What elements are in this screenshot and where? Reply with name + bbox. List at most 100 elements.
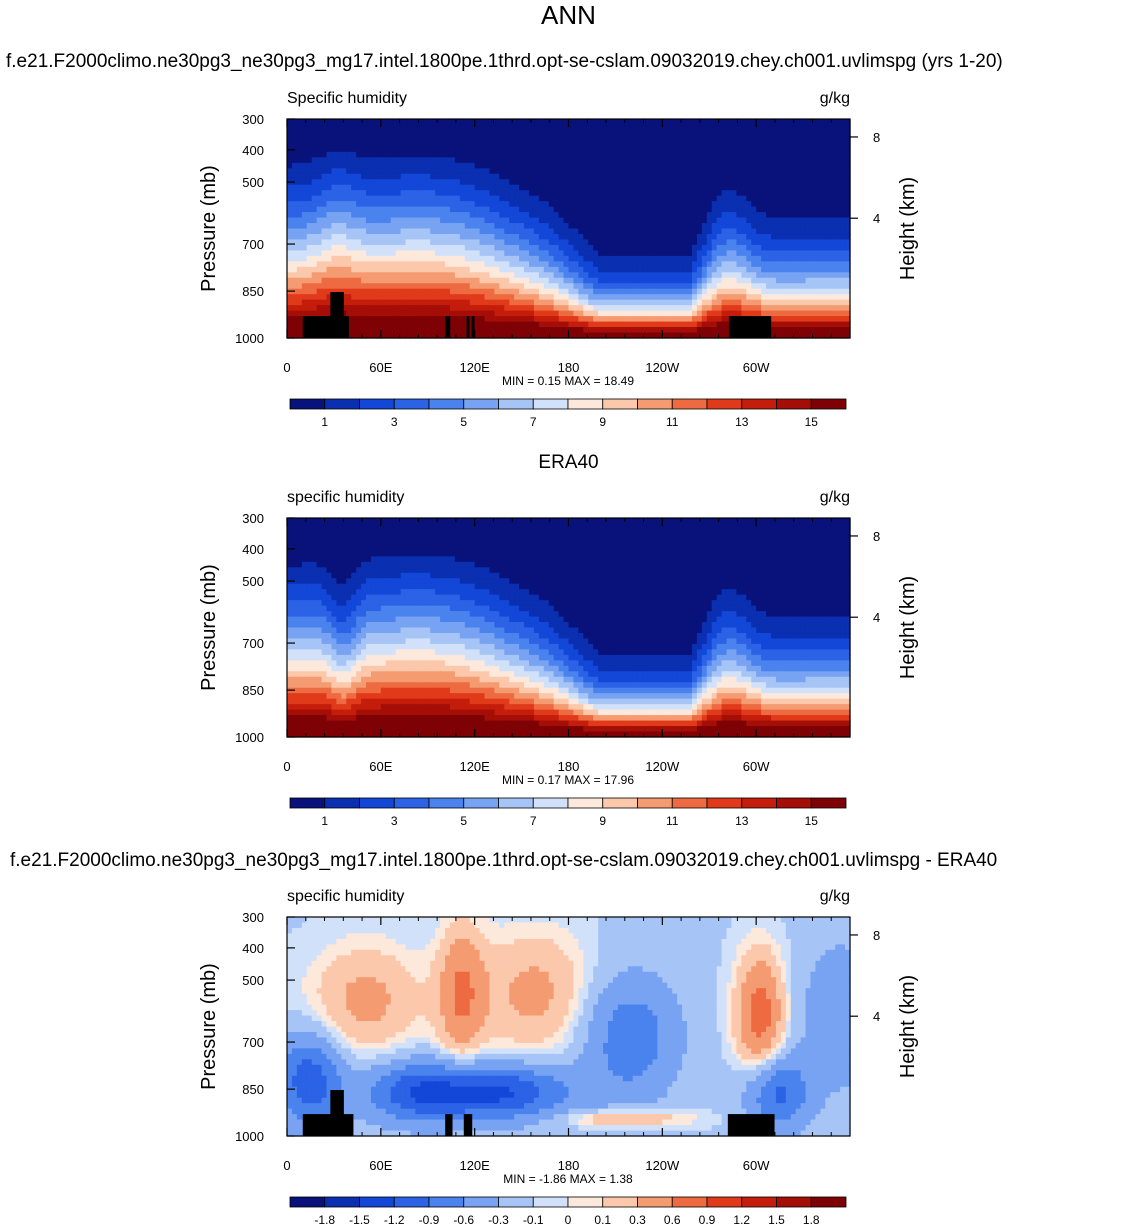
field-cell xyxy=(672,518,678,525)
field-cell xyxy=(603,168,609,175)
field-cell xyxy=(835,223,841,230)
field-cell xyxy=(494,173,500,180)
field-cell xyxy=(415,129,421,137)
field-cell xyxy=(449,244,456,251)
field-cell xyxy=(543,124,550,131)
field-cell xyxy=(519,250,525,257)
field-cell xyxy=(603,294,609,301)
field-cell xyxy=(558,140,565,147)
field-cell xyxy=(375,321,382,328)
field-cell xyxy=(331,135,337,142)
field-cell xyxy=(425,157,431,164)
field-cell xyxy=(637,321,644,328)
field-cell xyxy=(721,255,728,262)
field-cell xyxy=(845,223,851,230)
field-cell xyxy=(751,135,757,142)
field-cell xyxy=(612,528,619,536)
field-cell xyxy=(820,244,826,251)
field-cell xyxy=(603,288,609,295)
field-cell xyxy=(469,119,476,126)
field-cell xyxy=(321,255,328,262)
field-cell xyxy=(761,162,767,169)
field-cell xyxy=(301,266,308,273)
field-cell xyxy=(528,135,535,142)
field-cell xyxy=(815,140,821,147)
field-cell xyxy=(484,299,491,306)
field-cell xyxy=(691,310,698,317)
field-cell xyxy=(449,321,456,328)
field-cell xyxy=(830,168,836,175)
field-cell xyxy=(756,124,762,131)
field-cell xyxy=(459,316,466,323)
field-cell xyxy=(385,305,392,312)
field-cell xyxy=(741,228,747,235)
field-cell xyxy=(726,140,733,147)
field-cell xyxy=(706,151,713,158)
field-cell xyxy=(583,310,589,317)
field-cell xyxy=(800,217,807,224)
field-cell xyxy=(726,135,733,142)
field-cell xyxy=(667,223,673,230)
field-cell xyxy=(588,206,594,213)
field-cell xyxy=(459,217,466,224)
field-cell xyxy=(657,261,663,268)
field-cell xyxy=(622,239,629,246)
field-cell xyxy=(731,190,738,197)
field-cell xyxy=(479,277,486,284)
field-cell xyxy=(578,179,584,186)
field-cell xyxy=(410,266,416,273)
field-cell xyxy=(810,217,817,224)
field-cell xyxy=(805,212,812,219)
field-cell xyxy=(306,294,313,301)
field-cell xyxy=(341,190,347,197)
field-cell xyxy=(410,272,416,279)
field-cell xyxy=(657,140,663,147)
field-cell xyxy=(766,201,772,208)
field-cell xyxy=(449,332,456,339)
field-cell xyxy=(528,288,535,295)
field-cell xyxy=(598,119,604,126)
field-cell xyxy=(632,272,639,279)
field-cell xyxy=(687,272,693,279)
field-cell xyxy=(336,135,342,142)
field-cell xyxy=(494,283,500,290)
field-cell xyxy=(741,239,747,246)
field-cell xyxy=(617,146,624,153)
field-cell xyxy=(336,228,342,235)
field-cell xyxy=(741,179,747,186)
field-cell xyxy=(840,299,846,306)
field-cell xyxy=(588,190,594,197)
field-cell xyxy=(820,332,826,339)
field-cell xyxy=(538,250,545,257)
field-cell xyxy=(287,233,293,241)
field-cell xyxy=(469,283,476,290)
field-cell xyxy=(583,528,589,536)
field-cell xyxy=(652,233,658,241)
field-cell xyxy=(405,124,412,131)
field-cell xyxy=(770,173,777,180)
field-cell xyxy=(726,523,733,530)
field-cell xyxy=(361,244,367,251)
field-cell xyxy=(528,305,535,312)
field-cell xyxy=(780,179,787,186)
field-cell xyxy=(622,327,629,334)
field-cell xyxy=(375,327,382,334)
field-cell xyxy=(543,140,550,147)
field-cell xyxy=(825,277,831,284)
field-cell xyxy=(301,119,308,126)
field-cell xyxy=(563,201,570,208)
field-cell xyxy=(464,228,471,235)
field-cell xyxy=(321,190,328,197)
field-cell xyxy=(696,124,703,131)
field-cell xyxy=(637,261,644,268)
field-cell xyxy=(415,299,421,306)
field-cell xyxy=(395,162,402,169)
field-cell xyxy=(672,523,678,530)
field-cell xyxy=(405,305,412,312)
field-cell xyxy=(291,316,298,323)
field-cell xyxy=(731,124,738,131)
field-cell xyxy=(533,528,540,536)
field-cell xyxy=(627,299,634,306)
field-cell xyxy=(296,528,303,536)
field-cell xyxy=(840,250,846,257)
